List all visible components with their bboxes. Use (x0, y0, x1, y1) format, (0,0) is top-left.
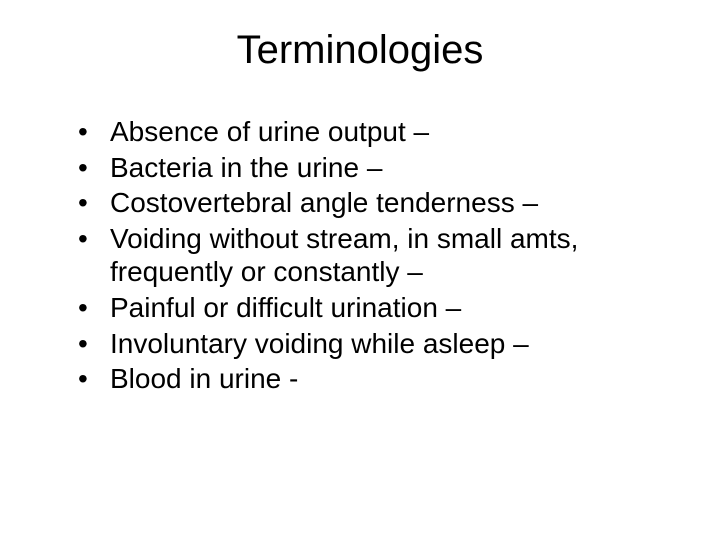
list-item: Involuntary voiding while asleep – (78, 327, 672, 361)
list-item: Voiding without stream, in small amts, f… (78, 222, 672, 289)
slide-container: Terminologies Absence of urine output – … (0, 0, 720, 540)
list-item: Costovertebral angle tenderness – (78, 186, 672, 220)
slide-title: Terminologies (48, 28, 672, 73)
list-item: Blood in urine - (78, 362, 672, 396)
list-item: Painful or difficult urination – (78, 291, 672, 325)
list-item: Absence of urine output – (78, 115, 672, 149)
list-item: Bacteria in the urine – (78, 151, 672, 185)
bullet-list: Absence of urine output – Bacteria in th… (48, 115, 672, 396)
